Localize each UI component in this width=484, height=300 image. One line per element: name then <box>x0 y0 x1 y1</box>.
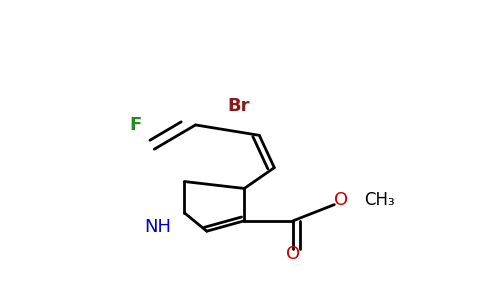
Text: O: O <box>286 244 300 262</box>
Text: Br: Br <box>227 98 250 116</box>
Text: CH₃: CH₃ <box>364 191 395 209</box>
Text: F: F <box>129 116 141 134</box>
Text: O: O <box>334 191 348 209</box>
Text: NH: NH <box>144 218 171 236</box>
